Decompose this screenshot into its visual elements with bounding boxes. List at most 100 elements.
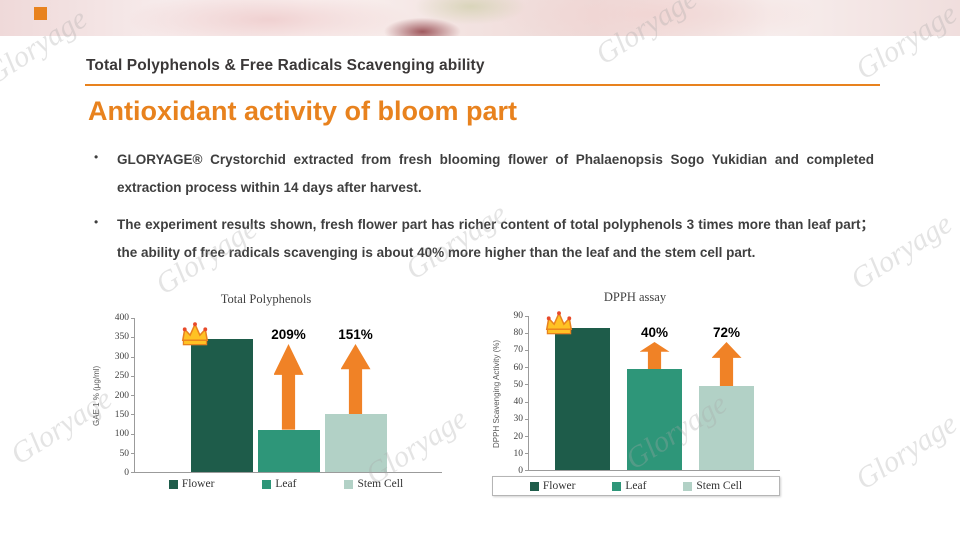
crown-icon: [181, 322, 208, 346]
y-tick-mark: [525, 452, 529, 454]
header-underline: [85, 84, 880, 86]
bar-leaf: [627, 369, 682, 470]
bar-group-flower: [545, 311, 610, 470]
y-tick-mark: [131, 452, 135, 454]
y-tick-mark: [131, 356, 135, 358]
legend-swatch: [529, 481, 539, 491]
y-tick-label: 0: [518, 466, 523, 476]
y-tick-label: 30: [513, 414, 524, 425]
legend-item-flower: Flower: [529, 480, 576, 492]
y-tick-label: 150: [114, 409, 129, 420]
header-photo-strip: [0, 0, 960, 36]
annotation-percent: 72%: [712, 325, 741, 340]
bar-flower: [190, 339, 253, 472]
annotation-percent: 151%: [338, 327, 373, 342]
legend-item-leaf: Leaf: [612, 480, 646, 492]
y-tick-label: 70: [513, 345, 524, 356]
up-arrow-icon: [711, 342, 742, 387]
chart-title: DPPH assay: [603, 290, 667, 304]
legend: Flower Leaf Stem Cell: [90, 478, 442, 490]
bar-group-leaf: 40%: [627, 316, 682, 470]
y-tick-label: 50: [119, 448, 130, 459]
bar-stem-cell: [699, 386, 754, 470]
legend-item-stem-cell: Stem Cell: [683, 480, 742, 492]
bullet-text: GLORYAGE® Crystorchid extracted from fre…: [117, 152, 874, 196]
y-tick-mark: [131, 318, 135, 319]
chart-dpph-assay: DPPH assay DPPH Scavenging Activity (%) …: [490, 290, 780, 496]
bar-group-flower: [181, 318, 253, 472]
legend-swatch: [344, 479, 354, 489]
y-tick-mark: [525, 333, 529, 335]
legend-swatch: [168, 479, 178, 489]
legend: Flower Leaf Stem Cell: [492, 476, 780, 496]
legend-item-stem-cell: Stem Cell: [344, 478, 403, 490]
up-arrow-icon: [639, 342, 670, 370]
up-arrow-icon: [273, 344, 304, 430]
legend-item-flower: Flower: [168, 478, 215, 490]
y-tick-mark: [525, 470, 529, 471]
accent-square: [34, 7, 47, 20]
legend-label: Leaf: [625, 480, 647, 492]
y-tick-mark: [131, 337, 135, 339]
y-tick-mark: [131, 433, 135, 435]
y-tick-label: 40: [513, 397, 524, 408]
y-tick-mark: [525, 401, 529, 403]
y-tick-mark: [131, 414, 135, 416]
y-tick-mark: [525, 435, 529, 437]
legend-label: Stem Cell: [357, 478, 404, 490]
plot-area: 40% 72%: [525, 311, 780, 471]
section-header: Total Polyphenols & Free Radicals Scaven…: [86, 57, 485, 74]
bullet-marker: •: [94, 150, 99, 164]
bar-group-stem-cell: 72%: [699, 316, 754, 470]
legend-label: Flower: [181, 478, 215, 490]
y-tick-mark: [525, 384, 529, 386]
y-tick-label: 350: [114, 332, 129, 343]
y-tick-label: 60: [513, 362, 524, 373]
y-tick-label: 20: [513, 431, 524, 442]
legend-swatch: [262, 479, 272, 489]
bar-stem-cell: [324, 414, 387, 472]
bar-group-stem-cell: 151%: [324, 318, 387, 472]
bullet-item: • GLORYAGE® Crystorchid extracted from f…: [94, 146, 874, 202]
crown-icon: [545, 311, 573, 335]
y-tick-mark: [131, 395, 135, 396]
chart-body: DPPH Scavenging Activity (%) 90 80 70 60 50 4…: [490, 311, 780, 476]
y-axis-title: DPPH Scavenging Activity (%): [492, 339, 501, 448]
y-tick-mark: [525, 367, 529, 369]
y-tick-mark: [131, 472, 135, 473]
y-tick-mark: [525, 350, 529, 352]
bullet-item: • The experiment results shown, fresh fl…: [94, 211, 874, 267]
legend-swatch: [683, 481, 693, 491]
plot-area: 209% 151%: [131, 318, 442, 473]
y-axis: 400 350 300 250 200 150 100 50 0: [104, 313, 134, 478]
y-tick-label: 400: [114, 313, 129, 323]
bullet-list: • GLORYAGE® Crystorchid extracted from f…: [94, 146, 874, 276]
y-tick-label: 0: [124, 468, 129, 478]
y-tick-label: 80: [513, 328, 524, 339]
annotation-percent: 40%: [640, 325, 669, 340]
chart-body: GAE 1 % (µg/ml) 400 350 300 250 200 150 100 50 0…: [90, 313, 442, 478]
legend-swatch: [612, 481, 622, 491]
y-axis: 90 80 70 60 50 40 30 20 10 0: [504, 311, 528, 476]
y-axis-title: GAE 1 % (µg/ml): [92, 365, 101, 426]
chart-total-polyphenols: Total Polyphenols GAE 1 % (µg/ml) 400 350…: [90, 292, 442, 490]
bullet-text: The experiment results shown, fresh flow…: [117, 217, 874, 261]
y-tick-mark: [525, 418, 529, 420]
y-tick-label: 100: [114, 429, 129, 440]
y-tick-mark: [131, 375, 135, 377]
chart-title: Total Polyphenols: [220, 292, 312, 306]
bar-group-leaf: 209%: [257, 318, 320, 472]
watermark-text: Gloryage: [849, 406, 960, 497]
legend-label: Leaf: [275, 478, 297, 490]
slide-title: Antioxidant activity of bloom part: [88, 96, 518, 126]
bar-leaf: [257, 429, 320, 472]
y-tick-label: 200: [114, 390, 129, 401]
y-tick-label: 90: [513, 311, 524, 321]
bullet-marker: •: [94, 215, 99, 230]
legend-item-leaf: Leaf: [262, 478, 296, 490]
annotation-percent: 209%: [271, 327, 306, 342]
y-tick-mark: [525, 316, 529, 317]
bar-flower: [555, 327, 610, 470]
legend-label: Flower: [542, 480, 576, 492]
